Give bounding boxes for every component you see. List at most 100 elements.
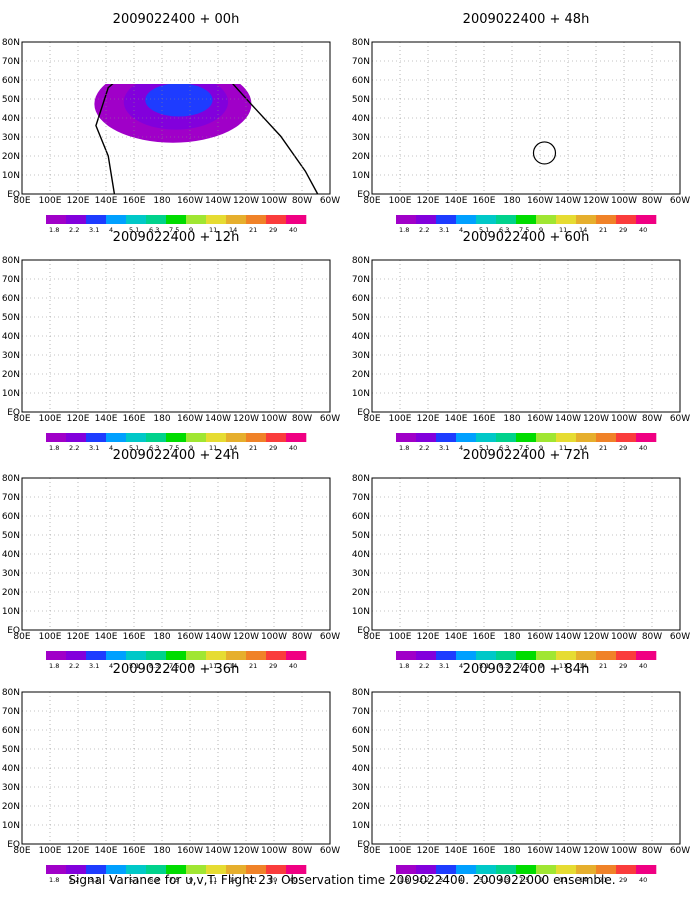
lat-tick-label: 50N bbox=[352, 313, 370, 323]
lon-tick-label: 120W bbox=[583, 196, 609, 206]
colorbar-label: 11 bbox=[559, 226, 567, 234]
colorbar-swatch bbox=[596, 651, 617, 660]
lon-tick-label: 80E bbox=[363, 196, 380, 206]
colorbar-swatch bbox=[186, 865, 207, 874]
map-frame bbox=[371, 691, 681, 845]
colorbar-label: 21 bbox=[249, 226, 257, 234]
lon-tick-label: 80E bbox=[13, 632, 30, 642]
lon-tick-label: 140E bbox=[95, 196, 118, 206]
lat-tick-label: 80N bbox=[2, 38, 20, 48]
colorbar-swatch bbox=[416, 433, 437, 442]
lon-tick-label: 100E bbox=[39, 414, 62, 424]
colorbar-swatch bbox=[166, 215, 187, 224]
colorbar-label: 3.1 bbox=[89, 226, 99, 234]
lon-tick-label: 120E bbox=[417, 846, 440, 856]
lat-tick-label: 60N bbox=[2, 294, 20, 304]
colorbar-label: 29 bbox=[619, 444, 627, 452]
colorbar-label: 11 bbox=[209, 662, 217, 670]
lat-tick-label: 70N bbox=[352, 493, 370, 503]
lat-tick-label: 30N bbox=[2, 569, 20, 579]
colorbar-swatch bbox=[266, 651, 287, 660]
map-frame bbox=[21, 259, 331, 413]
lon-tick-label: 140E bbox=[445, 414, 468, 424]
colorbar-swatch bbox=[86, 651, 107, 660]
lat-tick-label: 10N bbox=[2, 607, 20, 617]
colorbar-label: 9 bbox=[189, 444, 193, 452]
lat-tick-label: 30N bbox=[2, 783, 20, 793]
colorbar-label: 21 bbox=[599, 226, 607, 234]
colorbar-swatch bbox=[66, 215, 87, 224]
colorbar-label: 1.8 bbox=[399, 876, 409, 884]
lon-tick-label: 80W bbox=[642, 846, 662, 856]
colorbar-label: 11 bbox=[559, 876, 567, 884]
forecast-panel: 2009022400 + 48h 80E 100E 120E 140E 160E 180 16… bbox=[352, 12, 690, 234]
colorbar-label: 3.1 bbox=[89, 444, 99, 452]
colorbar-swatch bbox=[86, 433, 107, 442]
lat-tick-label: 30N bbox=[352, 351, 370, 361]
colorbar-swatch bbox=[106, 215, 127, 224]
colorbar-label: 6.3 bbox=[149, 226, 159, 234]
lon-tick-label: 80W bbox=[642, 414, 662, 424]
lon-tick-label: 120W bbox=[233, 196, 259, 206]
lat-tick-label: 70N bbox=[352, 275, 370, 285]
colorbar-label: 2.2 bbox=[69, 876, 79, 884]
colorbar-swatch bbox=[186, 433, 207, 442]
lon-tick-label: 140W bbox=[205, 196, 231, 206]
forecast-panel: 2009022400 + 00h 80E 100E 120E 140E 160E 180 16… bbox=[2, 12, 340, 234]
colorbar-label: 5.1 bbox=[479, 876, 489, 884]
colorbar-label: 5.1 bbox=[129, 876, 139, 884]
colorbar-label: 2.2 bbox=[419, 876, 429, 884]
colorbar-swatch bbox=[286, 433, 307, 442]
colorbar-label: 4 bbox=[109, 876, 113, 884]
colorbar-label: 4 bbox=[109, 662, 113, 670]
colorbar-swatch bbox=[286, 651, 307, 660]
colorbar-label: 2.2 bbox=[419, 226, 429, 234]
lon-tick-label: 80E bbox=[13, 414, 30, 424]
lat-tick-label: 70N bbox=[352, 57, 370, 67]
lon-tick-label: 140E bbox=[95, 632, 118, 642]
lon-tick-label: 100W bbox=[611, 632, 637, 642]
lon-tick-label: 160W bbox=[527, 846, 553, 856]
colorbar-label: 11 bbox=[209, 226, 217, 234]
colorbar-swatch bbox=[636, 865, 657, 874]
colorbar-swatch bbox=[206, 651, 227, 660]
lat-tick-label: 40N bbox=[2, 550, 20, 560]
lon-tick-label: 120W bbox=[233, 846, 259, 856]
lon-tick-label: 80E bbox=[13, 846, 30, 856]
colorbar-label: 29 bbox=[619, 876, 627, 884]
colorbar-label: 40 bbox=[639, 662, 647, 670]
colorbar-label: 21 bbox=[249, 876, 257, 884]
lon-tick-label: 80W bbox=[292, 196, 312, 206]
lon-tick-label: 180 bbox=[153, 632, 170, 642]
colorbar-label: 6.3 bbox=[499, 662, 509, 670]
colorbar-label: 5.1 bbox=[479, 226, 489, 234]
colorbar-label: 1.8 bbox=[399, 226, 409, 234]
lat-tick-label: 60N bbox=[352, 76, 370, 86]
colorbar-swatch bbox=[206, 865, 227, 874]
colorbar-swatch bbox=[456, 215, 477, 224]
lat-tick-label: 70N bbox=[2, 493, 20, 503]
colorbar-swatch bbox=[166, 865, 187, 874]
colorbar-swatch bbox=[86, 865, 107, 874]
lon-tick-label: 100E bbox=[39, 196, 62, 206]
map-frame bbox=[21, 691, 331, 845]
lat-tick-label: 20N bbox=[352, 588, 370, 598]
colorbar-label: 14 bbox=[229, 226, 237, 234]
lon-tick-label: 160E bbox=[473, 414, 496, 424]
colorbar-swatch bbox=[576, 215, 597, 224]
lon-tick-label: 120E bbox=[67, 632, 90, 642]
lat-tick-label: 20N bbox=[2, 370, 20, 380]
colorbar-swatch bbox=[576, 865, 597, 874]
lon-tick-label: 100W bbox=[611, 414, 637, 424]
lon-tick-label: 80E bbox=[13, 196, 30, 206]
lon-tick-label: 140E bbox=[445, 632, 468, 642]
colorbar-label: 21 bbox=[599, 662, 607, 670]
lat-tick-label: 30N bbox=[2, 351, 20, 361]
panel-title: 2009022400 + 60h bbox=[463, 230, 590, 245]
colorbar-swatch bbox=[636, 215, 657, 224]
colorbar-swatch bbox=[636, 433, 657, 442]
lon-tick-label: 180 bbox=[153, 196, 170, 206]
lon-tick-label: 180 bbox=[153, 846, 170, 856]
colorbar-swatch bbox=[286, 865, 307, 874]
